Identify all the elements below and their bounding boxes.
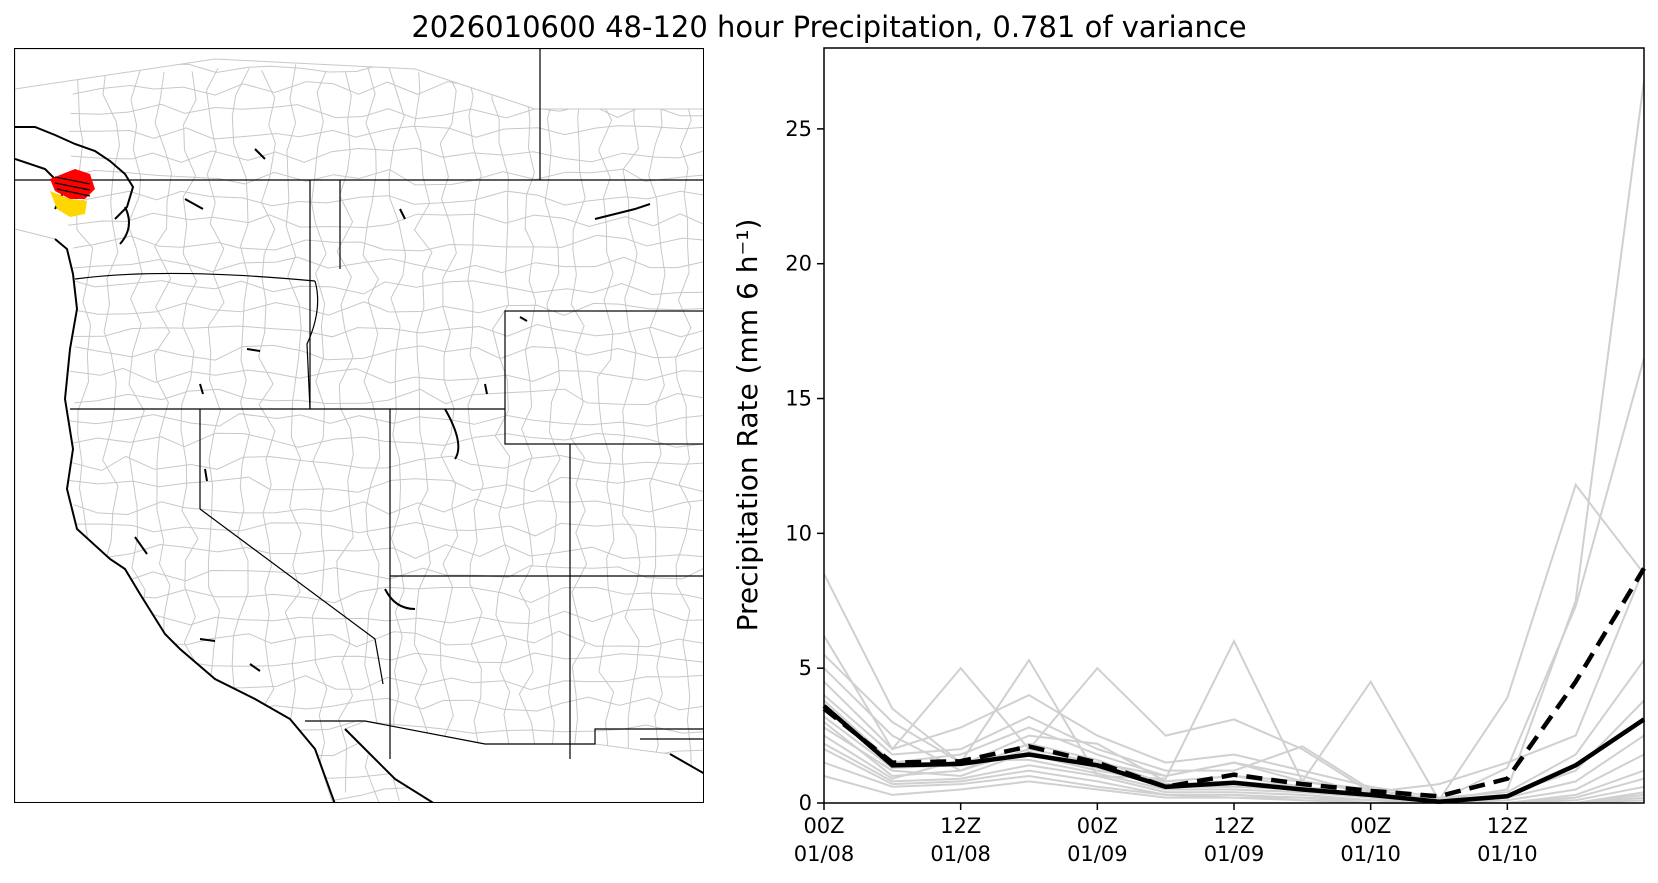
basin-line	[231, 67, 251, 798]
basin-line	[72, 301, 703, 316]
basin-line	[362, 64, 381, 802]
highlighted-basin	[50, 169, 95, 217]
x-tick-label-date: 01/10	[1477, 842, 1538, 866]
region-map	[15, 49, 703, 802]
x-tick-label-time: 00Z	[1350, 814, 1391, 838]
member-line-5	[823, 659, 1645, 799]
basin-line	[67, 323, 703, 338]
ensemble-member-lines	[823, 80, 1645, 805]
x-tick-label-time: 12Z	[1487, 814, 1528, 838]
basin-line	[70, 279, 703, 296]
basin-line	[466, 73, 484, 797]
basin-line	[675, 64, 693, 802]
basin-line	[69, 367, 703, 384]
basin-line	[70, 256, 703, 274]
basin-line	[68, 454, 703, 472]
x-tick-label-time: 12Z	[940, 814, 981, 838]
basin-line	[439, 66, 459, 795]
x-tick-label-date: 01/09	[1067, 842, 1128, 866]
basin-line	[544, 65, 561, 802]
figure-title: 2026010600 48-120 hour Precipitation, 0.…	[411, 10, 1247, 44]
basin-line	[596, 69, 615, 793]
summary-lines	[822, 567, 1646, 804]
x-tick-label-date: 01/08	[930, 842, 991, 866]
basin-line	[73, 498, 703, 516]
basin-line	[413, 72, 433, 794]
x-tick-label-date: 01/09	[1204, 842, 1265, 866]
basin-line	[67, 543, 703, 559]
y-tick-label: 15	[785, 387, 812, 411]
x-axis: 00Z 01/08 12Z 01/08 00Z 01/09 12Z 01/09 00Z 01/10…	[794, 803, 1538, 866]
basin-line	[66, 190, 703, 207]
member-line-3	[823, 357, 1645, 802]
basin-line	[284, 64, 302, 802]
basin-line	[71, 432, 703, 448]
basin-line	[67, 212, 703, 229]
x-tick-label-time: 00Z	[803, 814, 844, 838]
basin-line	[65, 521, 703, 537]
dashed-summary-line	[822, 567, 1646, 799]
basin-line	[66, 476, 703, 493]
basin-line	[621, 71, 641, 796]
y-axis: 0 5 10 15 20 25	[785, 117, 824, 815]
north-blank-area	[15, 49, 703, 110]
basin-line	[71, 586, 703, 604]
basin-line	[68, 125, 703, 140]
y-axis-label: Precipitation Rate (mm 6 h⁻¹)	[731, 219, 764, 632]
x-tick-label-date: 01/10	[1340, 842, 1401, 866]
watershed-basins	[15, 49, 703, 802]
y-tick-label: 0	[799, 791, 812, 815]
basin-line	[311, 70, 328, 801]
x-tick-label-date: 01/08	[794, 842, 855, 866]
basin-line	[648, 72, 666, 802]
x-tick-label-time: 00Z	[1077, 814, 1118, 838]
plot-frame	[823, 47, 1645, 804]
basin-line	[67, 608, 703, 626]
highlight-contours	[54, 176, 91, 197]
basin-line	[74, 344, 703, 361]
x-tick-label-time: 12Z	[1213, 814, 1254, 838]
basin-line	[336, 71, 354, 793]
y-tick-label: 20	[785, 252, 812, 276]
y-tick-label: 10	[785, 521, 812, 545]
solid-summary-line	[822, 704, 1646, 804]
member-line-1	[823, 80, 1645, 802]
y-tick-label: 5	[799, 656, 812, 680]
basin-line	[518, 66, 537, 796]
state-boundaries	[15, 49, 703, 759]
basin-line	[257, 70, 276, 799]
basin-line	[491, 67, 511, 798]
y-tick-label: 25	[785, 117, 812, 141]
basin-line	[569, 65, 589, 802]
basin-line	[388, 67, 407, 801]
map-panel	[14, 48, 704, 803]
